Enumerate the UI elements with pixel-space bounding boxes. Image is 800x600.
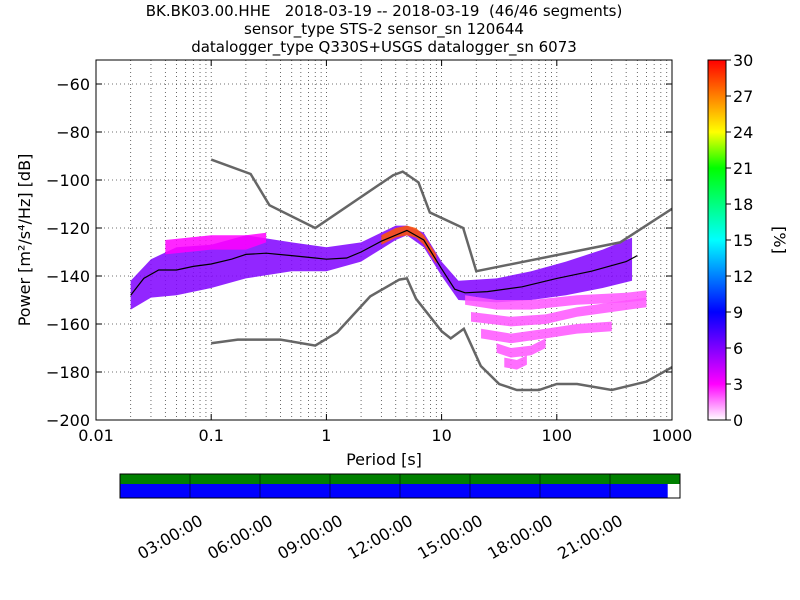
density-band-upper xyxy=(165,232,267,255)
x-tick-label: 1 xyxy=(321,426,331,445)
density-band-tail-3 xyxy=(481,321,612,344)
timeline-tick-label: 15:00:00 xyxy=(414,511,486,563)
y-tick-label: −120 xyxy=(46,219,90,238)
timeline-tick-label: 06:00:00 xyxy=(204,511,276,563)
grid xyxy=(96,60,672,420)
x-tick-label: 1000 xyxy=(652,426,693,445)
x-ticks: 0.01 0.1 1 10 100 1000 xyxy=(78,60,692,445)
density-band-tail-5 xyxy=(504,355,527,370)
y-ticks: −200 −180 −160 −140 −120 −100 −80 −60 xyxy=(46,75,672,430)
colorbar-tick-label: 6 xyxy=(733,339,743,358)
noise-models xyxy=(210,158,672,392)
y-axis-label: Power [m²/s⁴/Hz] [dB] xyxy=(15,154,34,327)
title-line-2: sensor_type STS-2 sensor_sn 120644 xyxy=(244,20,524,38)
timeline-tick-label: 03:00:00 xyxy=(134,511,206,563)
high-noise-model-line xyxy=(210,158,672,273)
density-band-tail-2 xyxy=(471,297,647,327)
x-tick-label: 10 xyxy=(431,426,451,445)
colorbar-tick-label: 15 xyxy=(733,231,753,250)
mode-line xyxy=(130,229,638,296)
colorbar-tick-label: 30 xyxy=(733,51,753,70)
y-tick-label: −140 xyxy=(46,267,90,286)
timeline-tick-label: 09:00:00 xyxy=(274,511,346,563)
timeline-tick-label: 21:00:00 xyxy=(554,511,626,563)
colorbar-tick-label: 21 xyxy=(733,159,753,178)
density-band-tail-4 xyxy=(496,338,546,358)
colorbar-tick-label: 9 xyxy=(733,303,743,322)
colorbar-tick-label: 3 xyxy=(733,375,743,394)
colorbar-tick-label: 0 xyxy=(733,411,743,430)
y-tick-label: −100 xyxy=(46,171,90,190)
timeline-tick-label: 12:00:00 xyxy=(344,511,416,563)
y-tick-label: −80 xyxy=(56,123,90,142)
y-tick-label: −180 xyxy=(46,363,90,382)
y-tick-label: −200 xyxy=(46,411,90,430)
title-line-1: BK.BK03.00.HHE 2018-03-19 -- 2018-03-19 … xyxy=(145,2,623,20)
timeline-tick-label: 18:00:00 xyxy=(484,511,556,563)
colorbar xyxy=(707,59,727,421)
density-band-tail-1 xyxy=(465,290,647,310)
low-noise-model-line xyxy=(211,277,672,392)
colorbar-tick-label: 27 xyxy=(733,87,753,106)
y-tick-label: −160 xyxy=(46,315,90,334)
colorbar-tick-label: 24 xyxy=(733,123,753,142)
colorbar-tick-label: 12 xyxy=(733,267,753,286)
colorbar-ticks: 0 3 6 9 12 15 18 21 24 27 30 xyxy=(726,51,753,430)
colorbar-tick-label: 18 xyxy=(733,195,753,214)
y-tick-label: −60 xyxy=(56,75,90,94)
x-tick-label: 100 xyxy=(542,426,573,445)
mode-line-group xyxy=(130,229,638,296)
x-tick-label: 0.01 xyxy=(78,426,114,445)
timeline-coverage-strip xyxy=(120,484,668,498)
x-tick-label: 0.1 xyxy=(198,426,223,445)
colorbar-label: [%] xyxy=(770,226,789,254)
chart-title: BK.BK03.00.HHE 2018-03-19 -- 2018-03-19 … xyxy=(96,2,672,56)
plot-frame xyxy=(95,59,673,421)
title-line-3: datalogger_type Q330S+USGS datalogger_sn… xyxy=(191,38,577,56)
x-axis-label: Period [s] xyxy=(346,450,422,469)
